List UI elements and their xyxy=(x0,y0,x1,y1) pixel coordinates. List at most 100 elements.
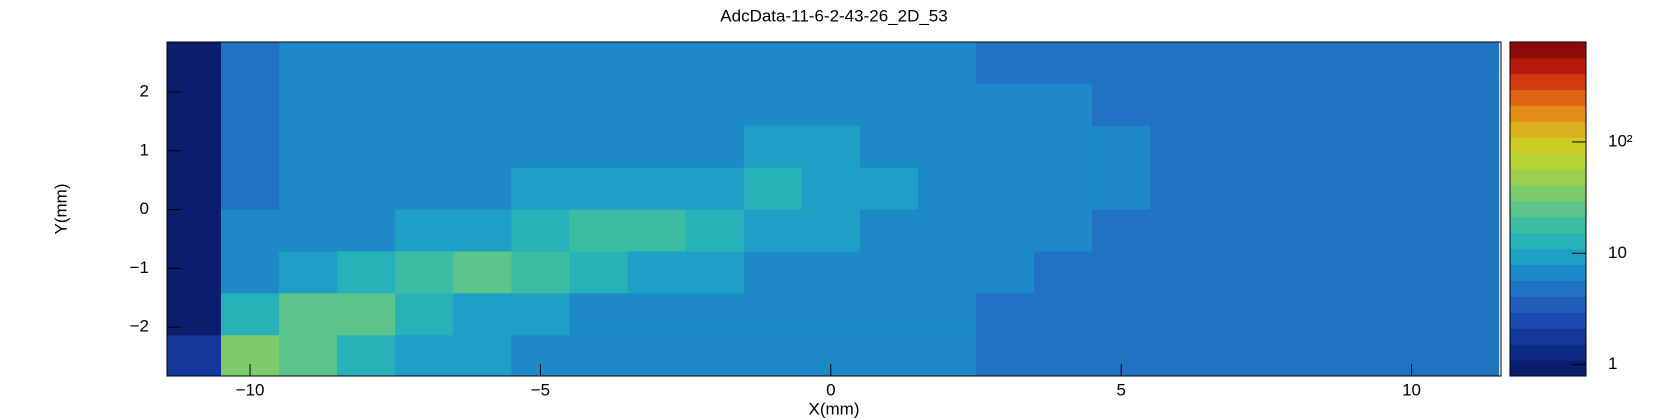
colorbar-swatch xyxy=(1510,57,1586,75)
colorbar-swatch xyxy=(1510,169,1586,186)
plot-frame xyxy=(166,41,1502,377)
heatmap-cell xyxy=(1092,251,1151,294)
heatmap-cell xyxy=(801,42,861,85)
heatmap-cell xyxy=(167,293,222,336)
heatmap-cell xyxy=(221,42,280,85)
heatmap-cell xyxy=(1208,167,1267,211)
heatmap-cell xyxy=(1034,167,1093,211)
heatmap-cell xyxy=(1382,167,1442,211)
heatmap-cell xyxy=(917,335,977,377)
colorbar-swatch xyxy=(1510,296,1586,313)
heatmap-cell xyxy=(453,209,512,252)
heatmap-cell xyxy=(1266,251,1325,294)
heatmap-cell xyxy=(859,125,919,169)
heatmap-cell xyxy=(975,167,1035,211)
heatmap-cell xyxy=(337,251,396,294)
heatmap-cell xyxy=(1150,209,1209,252)
heatmap-cell xyxy=(743,83,803,127)
heatmap-cell xyxy=(1150,167,1209,211)
heatmap-cell xyxy=(569,167,629,211)
heatmap-cell xyxy=(1266,167,1325,211)
heatmap-cell xyxy=(1324,83,1384,127)
heatmap-cell xyxy=(859,167,919,211)
heatmap-cell xyxy=(1324,335,1384,377)
heatmap-cell xyxy=(1382,83,1442,127)
x-tick-label: 5 xyxy=(1116,380,1125,399)
heatmap-cell xyxy=(975,83,1035,127)
heatmap-cell xyxy=(1092,167,1151,211)
colorbar-swatch xyxy=(1510,185,1586,202)
heatmap-cell xyxy=(1092,42,1151,85)
heatmap-cell xyxy=(167,125,222,169)
colorbar-swatch xyxy=(1510,248,1586,266)
heatmap-cell xyxy=(685,125,745,169)
heatmap-cell xyxy=(1440,335,1500,377)
heatmap-cell xyxy=(569,335,629,377)
heatmap-cell xyxy=(1440,125,1500,169)
heatmap-cell xyxy=(1208,42,1267,85)
y-tick-label: 0 xyxy=(140,199,149,218)
colorbar-swatch xyxy=(1510,312,1586,329)
heatmap-cell xyxy=(1034,335,1093,377)
heatmap-cell xyxy=(1324,167,1384,211)
heatmap-cell xyxy=(221,251,280,294)
heatmap-cell xyxy=(801,209,861,252)
heatmap-cell xyxy=(453,167,512,211)
heatmap-cell xyxy=(569,42,629,85)
heatmap-cell xyxy=(221,125,280,169)
heatmap-cell xyxy=(279,42,338,85)
heatmap-cell xyxy=(685,335,745,377)
heatmap-cell xyxy=(1092,83,1151,127)
colorbar-swatch xyxy=(1510,264,1586,282)
colorbar-tick-label: 1 xyxy=(1608,354,1617,373)
y-axis-label: Y(mm) xyxy=(51,184,70,235)
heatmap-cell xyxy=(569,209,629,252)
colorbar-swatch xyxy=(1510,232,1586,250)
heatmap-cell xyxy=(1150,335,1209,377)
heatmap-cell xyxy=(1382,42,1442,85)
heatmap-cell xyxy=(337,125,396,169)
heatmap-cell xyxy=(167,42,222,85)
heatmap-cell xyxy=(1266,335,1325,377)
x-axis-label: X(mm) xyxy=(809,399,860,418)
heatmap-cell xyxy=(1440,293,1500,336)
heatmap-cell xyxy=(859,209,919,252)
heatmap-cell xyxy=(221,83,280,127)
heatmap-cell xyxy=(221,293,280,336)
heatmap-cell xyxy=(859,335,919,377)
heatmap-cell xyxy=(1150,83,1209,127)
heatmap-cell xyxy=(685,167,745,211)
heatmap-cell xyxy=(395,125,454,169)
heatmap-cell xyxy=(279,125,338,169)
heatmap-cell xyxy=(627,293,687,336)
heatmap-cell xyxy=(1034,125,1093,169)
chart-title: AdcData-11-6-2-43-26_2D_53 xyxy=(720,6,947,25)
heatmap-cell xyxy=(975,209,1035,252)
heatmap-cell xyxy=(395,167,454,211)
colorbar-swatch xyxy=(1510,216,1586,234)
x-tick-label: 10 xyxy=(1402,380,1421,399)
colorbar-swatch xyxy=(1510,328,1586,345)
heatmap-cell xyxy=(685,251,745,294)
heatmap-cell xyxy=(337,42,396,85)
heatmap-cell xyxy=(279,209,338,252)
heatmap-cell xyxy=(1208,251,1267,294)
heatmap-cell xyxy=(975,251,1035,294)
heatmap-cell xyxy=(569,251,629,294)
heatmap-cell xyxy=(1150,42,1209,85)
heatmap-cell xyxy=(511,42,570,85)
heatmap-cell xyxy=(511,83,570,127)
heatmap-cell xyxy=(685,209,745,252)
colorbar-swatch xyxy=(1510,105,1586,123)
heatmap-cell xyxy=(1382,125,1442,169)
heatmap-cell xyxy=(917,293,977,336)
heatmap-cell xyxy=(1382,293,1442,336)
heatmap-cell xyxy=(279,335,338,377)
heatmap-cell xyxy=(1266,209,1325,252)
heatmap-cell xyxy=(1440,251,1500,294)
heatmap-cell xyxy=(569,83,629,127)
heatmap-cell xyxy=(511,251,570,294)
heatmap-cell xyxy=(279,83,338,127)
heatmap-cell xyxy=(395,209,454,252)
x-tick-label: −5 xyxy=(531,380,550,399)
